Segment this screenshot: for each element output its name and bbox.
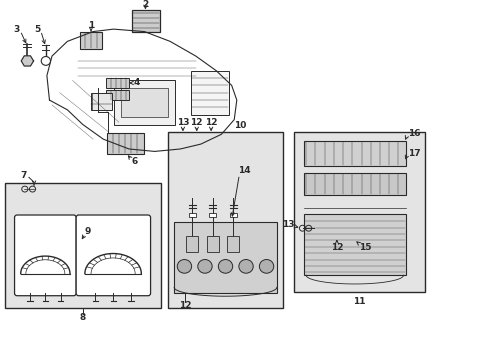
Text: 7: 7 [20, 171, 27, 180]
Bar [174, 222, 276, 293]
Circle shape [218, 260, 232, 273]
Text: 16: 16 [407, 129, 419, 138]
Circle shape [238, 260, 253, 273]
Bar [167, 132, 283, 308]
Text: 10: 10 [234, 121, 246, 130]
FancyBboxPatch shape [15, 215, 76, 296]
Bar [5, 183, 161, 308]
Text: 17: 17 [407, 149, 419, 158]
Bar [206, 236, 219, 252]
Bar [188, 212, 195, 217]
Circle shape [177, 260, 191, 273]
Bar [303, 174, 406, 195]
Bar [294, 132, 424, 292]
Text: 13: 13 [281, 220, 294, 229]
Text: 14: 14 [238, 166, 250, 175]
Text: 3: 3 [13, 24, 19, 33]
Text: 15: 15 [358, 243, 370, 252]
Bar [303, 141, 406, 166]
Text: 4: 4 [133, 78, 140, 87]
Circle shape [197, 260, 212, 273]
Bar [106, 78, 129, 88]
Text: 5: 5 [35, 24, 41, 33]
Bar [131, 10, 160, 32]
Bar [121, 88, 167, 117]
Bar [106, 90, 129, 100]
Text: 12: 12 [330, 243, 343, 252]
Circle shape [41, 57, 50, 65]
Bar [190, 71, 229, 115]
Text: 12: 12 [179, 301, 191, 310]
Bar [303, 214, 406, 275]
Bar [209, 212, 216, 217]
Polygon shape [21, 56, 34, 66]
Bar [90, 93, 112, 110]
FancyBboxPatch shape [76, 215, 150, 296]
Text: 8: 8 [80, 313, 86, 322]
Text: 12: 12 [190, 118, 203, 127]
Bar [229, 212, 236, 217]
Text: 12: 12 [204, 118, 217, 127]
Bar [185, 236, 198, 252]
Text: 11: 11 [353, 297, 365, 306]
Text: 1: 1 [88, 21, 94, 30]
Bar [107, 133, 144, 154]
Bar [80, 32, 102, 49]
Bar [226, 236, 239, 252]
Circle shape [259, 260, 273, 273]
Text: 2: 2 [142, 0, 148, 9]
Text: 13: 13 [176, 118, 189, 127]
Text: 9: 9 [84, 227, 91, 236]
Bar [113, 81, 175, 125]
Text: 6: 6 [131, 157, 137, 166]
